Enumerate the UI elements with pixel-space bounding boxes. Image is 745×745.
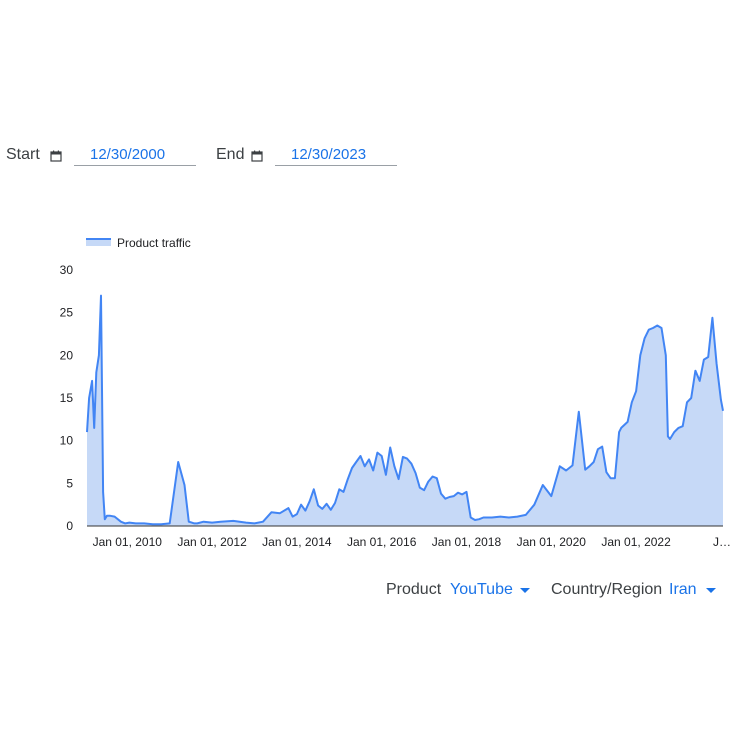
caret-down-icon[interactable] bbox=[520, 588, 530, 593]
product-label: Product bbox=[386, 581, 442, 598]
x-tick-label: Jan 01, 2022 bbox=[601, 535, 671, 549]
y-tick-label: 25 bbox=[60, 306, 74, 320]
x-tick-label: Jan 01, 2010 bbox=[93, 535, 163, 549]
end-label: End bbox=[216, 146, 245, 163]
x-tick-label: Jan 01, 2020 bbox=[517, 535, 587, 549]
series-line bbox=[86, 294, 724, 526]
x-tick-label: Jan 01, 2014 bbox=[262, 535, 332, 549]
start-date-input[interactable] bbox=[74, 144, 196, 166]
x-axis: Jan 01, 2010 Jan 01, 2012 Jan 01, 2014 Jan … bbox=[93, 535, 731, 549]
y-tick-label: 5 bbox=[66, 476, 73, 490]
chart-legend: Product traffic bbox=[86, 236, 191, 250]
legend-swatch bbox=[86, 238, 111, 246]
end-date-input[interactable] bbox=[275, 144, 397, 166]
y-axis: 0 5 10 15 20 25 30 bbox=[60, 263, 74, 533]
calendar-icon[interactable] bbox=[50, 150, 62, 162]
filter-bar: Product YouTube Country/Region Iran bbox=[0, 578, 745, 604]
start-label: Start bbox=[6, 146, 40, 163]
x-tick-label: J… bbox=[713, 535, 731, 549]
caret-down-icon[interactable] bbox=[706, 588, 716, 593]
legend-label: Product traffic bbox=[117, 236, 191, 250]
date-range: Start End bbox=[0, 144, 745, 172]
y-tick-label: 0 bbox=[66, 519, 73, 533]
region-select[interactable]: Iran bbox=[669, 581, 697, 598]
x-tick-label: Jan 01, 2018 bbox=[432, 535, 502, 549]
x-tick-label: Jan 01, 2012 bbox=[177, 535, 247, 549]
y-tick-label: 30 bbox=[60, 263, 74, 277]
series-area bbox=[87, 295, 723, 526]
y-tick-label: 20 bbox=[60, 348, 74, 362]
calendar-icon[interactable] bbox=[251, 150, 263, 162]
y-tick-label: 10 bbox=[60, 434, 74, 448]
y-tick-label: 15 bbox=[60, 391, 74, 405]
product-select[interactable]: YouTube bbox=[450, 581, 513, 598]
x-tick-label: Jan 01, 2016 bbox=[347, 535, 417, 549]
traffic-chart: Product traffic 0 5 10 15 20 25 30 Jan 01, 201… bbox=[60, 236, 731, 549]
region-label: Country/Region bbox=[551, 581, 663, 598]
